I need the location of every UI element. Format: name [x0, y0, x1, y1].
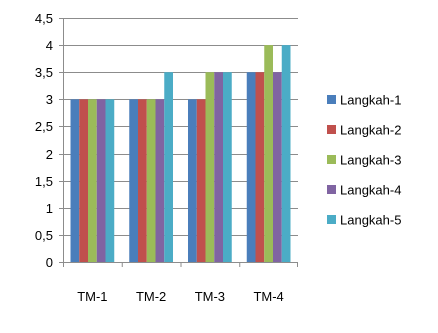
bars: [70, 45, 291, 262]
bar-langkah-1-tm-2: [129, 99, 138, 262]
bar-langkah-5-tm-1: [105, 99, 115, 262]
legend-swatch: [327, 185, 336, 194]
bar-langkah-2-tm-2: [138, 99, 147, 262]
bar-langkah-4-tm-4: [273, 72, 282, 262]
y-tick-label: 1,5: [35, 174, 53, 189]
bar-langkah-4-tm-2: [155, 99, 165, 262]
legend-swatch: [327, 125, 336, 134]
legend-swatch: [327, 95, 336, 104]
bar-langkah-3-tm-3: [205, 72, 215, 262]
legend-label: Langkah-1: [340, 93, 401, 108]
bar-langkah-1-tm-4: [246, 72, 256, 262]
x-tick-label: TM-1: [77, 289, 107, 304]
legend-label: Langkah-4: [340, 183, 401, 198]
y-tick-label: 4: [46, 38, 53, 53]
y-tick-label: 4,5: [35, 11, 53, 26]
legend-label: Langkah-2: [340, 123, 401, 138]
y-tick-label: 2,5: [35, 119, 53, 134]
bar-langkah-3-tm-2: [146, 99, 156, 262]
x-tick-label: TM-4: [253, 289, 283, 304]
y-tick-label: 2: [46, 147, 53, 162]
bar-langkah-2-tm-4: [255, 72, 265, 262]
x-tick-labels: TM-1 TM-2 TM-3 TM-4: [77, 289, 284, 304]
bar-langkah-2-tm-3: [196, 99, 206, 262]
bar-langkah-5-tm-2: [164, 72, 173, 262]
y-tick-label: 1: [46, 201, 53, 216]
bar-langkah-1-tm-3: [188, 99, 197, 262]
bar-langkah-4-tm-3: [214, 72, 223, 262]
y-tick-label: 3: [46, 92, 53, 107]
bar-langkah-3-tm-1: [88, 99, 97, 262]
bar-langkah-3-tm-4: [264, 45, 273, 262]
axes: [63, 18, 298, 267]
x-tick-label: TM-2: [136, 289, 166, 304]
bar-langkah-5-tm-3: [223, 72, 232, 262]
bar-langkah-1-tm-1: [70, 99, 80, 262]
legend-swatch: [327, 215, 336, 224]
legend: Langkah-1 Langkah-2 Langkah-3 Langkah-4 Lang…: [327, 93, 401, 228]
bar-langkah-4-tm-1: [96, 99, 106, 262]
x-tick-label: TM-3: [195, 289, 225, 304]
legend-label: Langkah-5: [340, 213, 401, 228]
y-tick-label: 0,5: [35, 228, 53, 243]
y-tick-labels: 0 0,5 1 1,5 2 2,5 3 3,5 4 4,5: [35, 11, 53, 270]
bar-langkah-5-tm-4: [281, 45, 291, 262]
y-tick-label: 0: [46, 255, 53, 270]
bar-langkah-2-tm-1: [79, 99, 88, 262]
legend-label: Langkah-3: [340, 153, 401, 168]
y-tick-label: 3,5: [35, 65, 53, 80]
legend-swatch: [327, 155, 336, 164]
